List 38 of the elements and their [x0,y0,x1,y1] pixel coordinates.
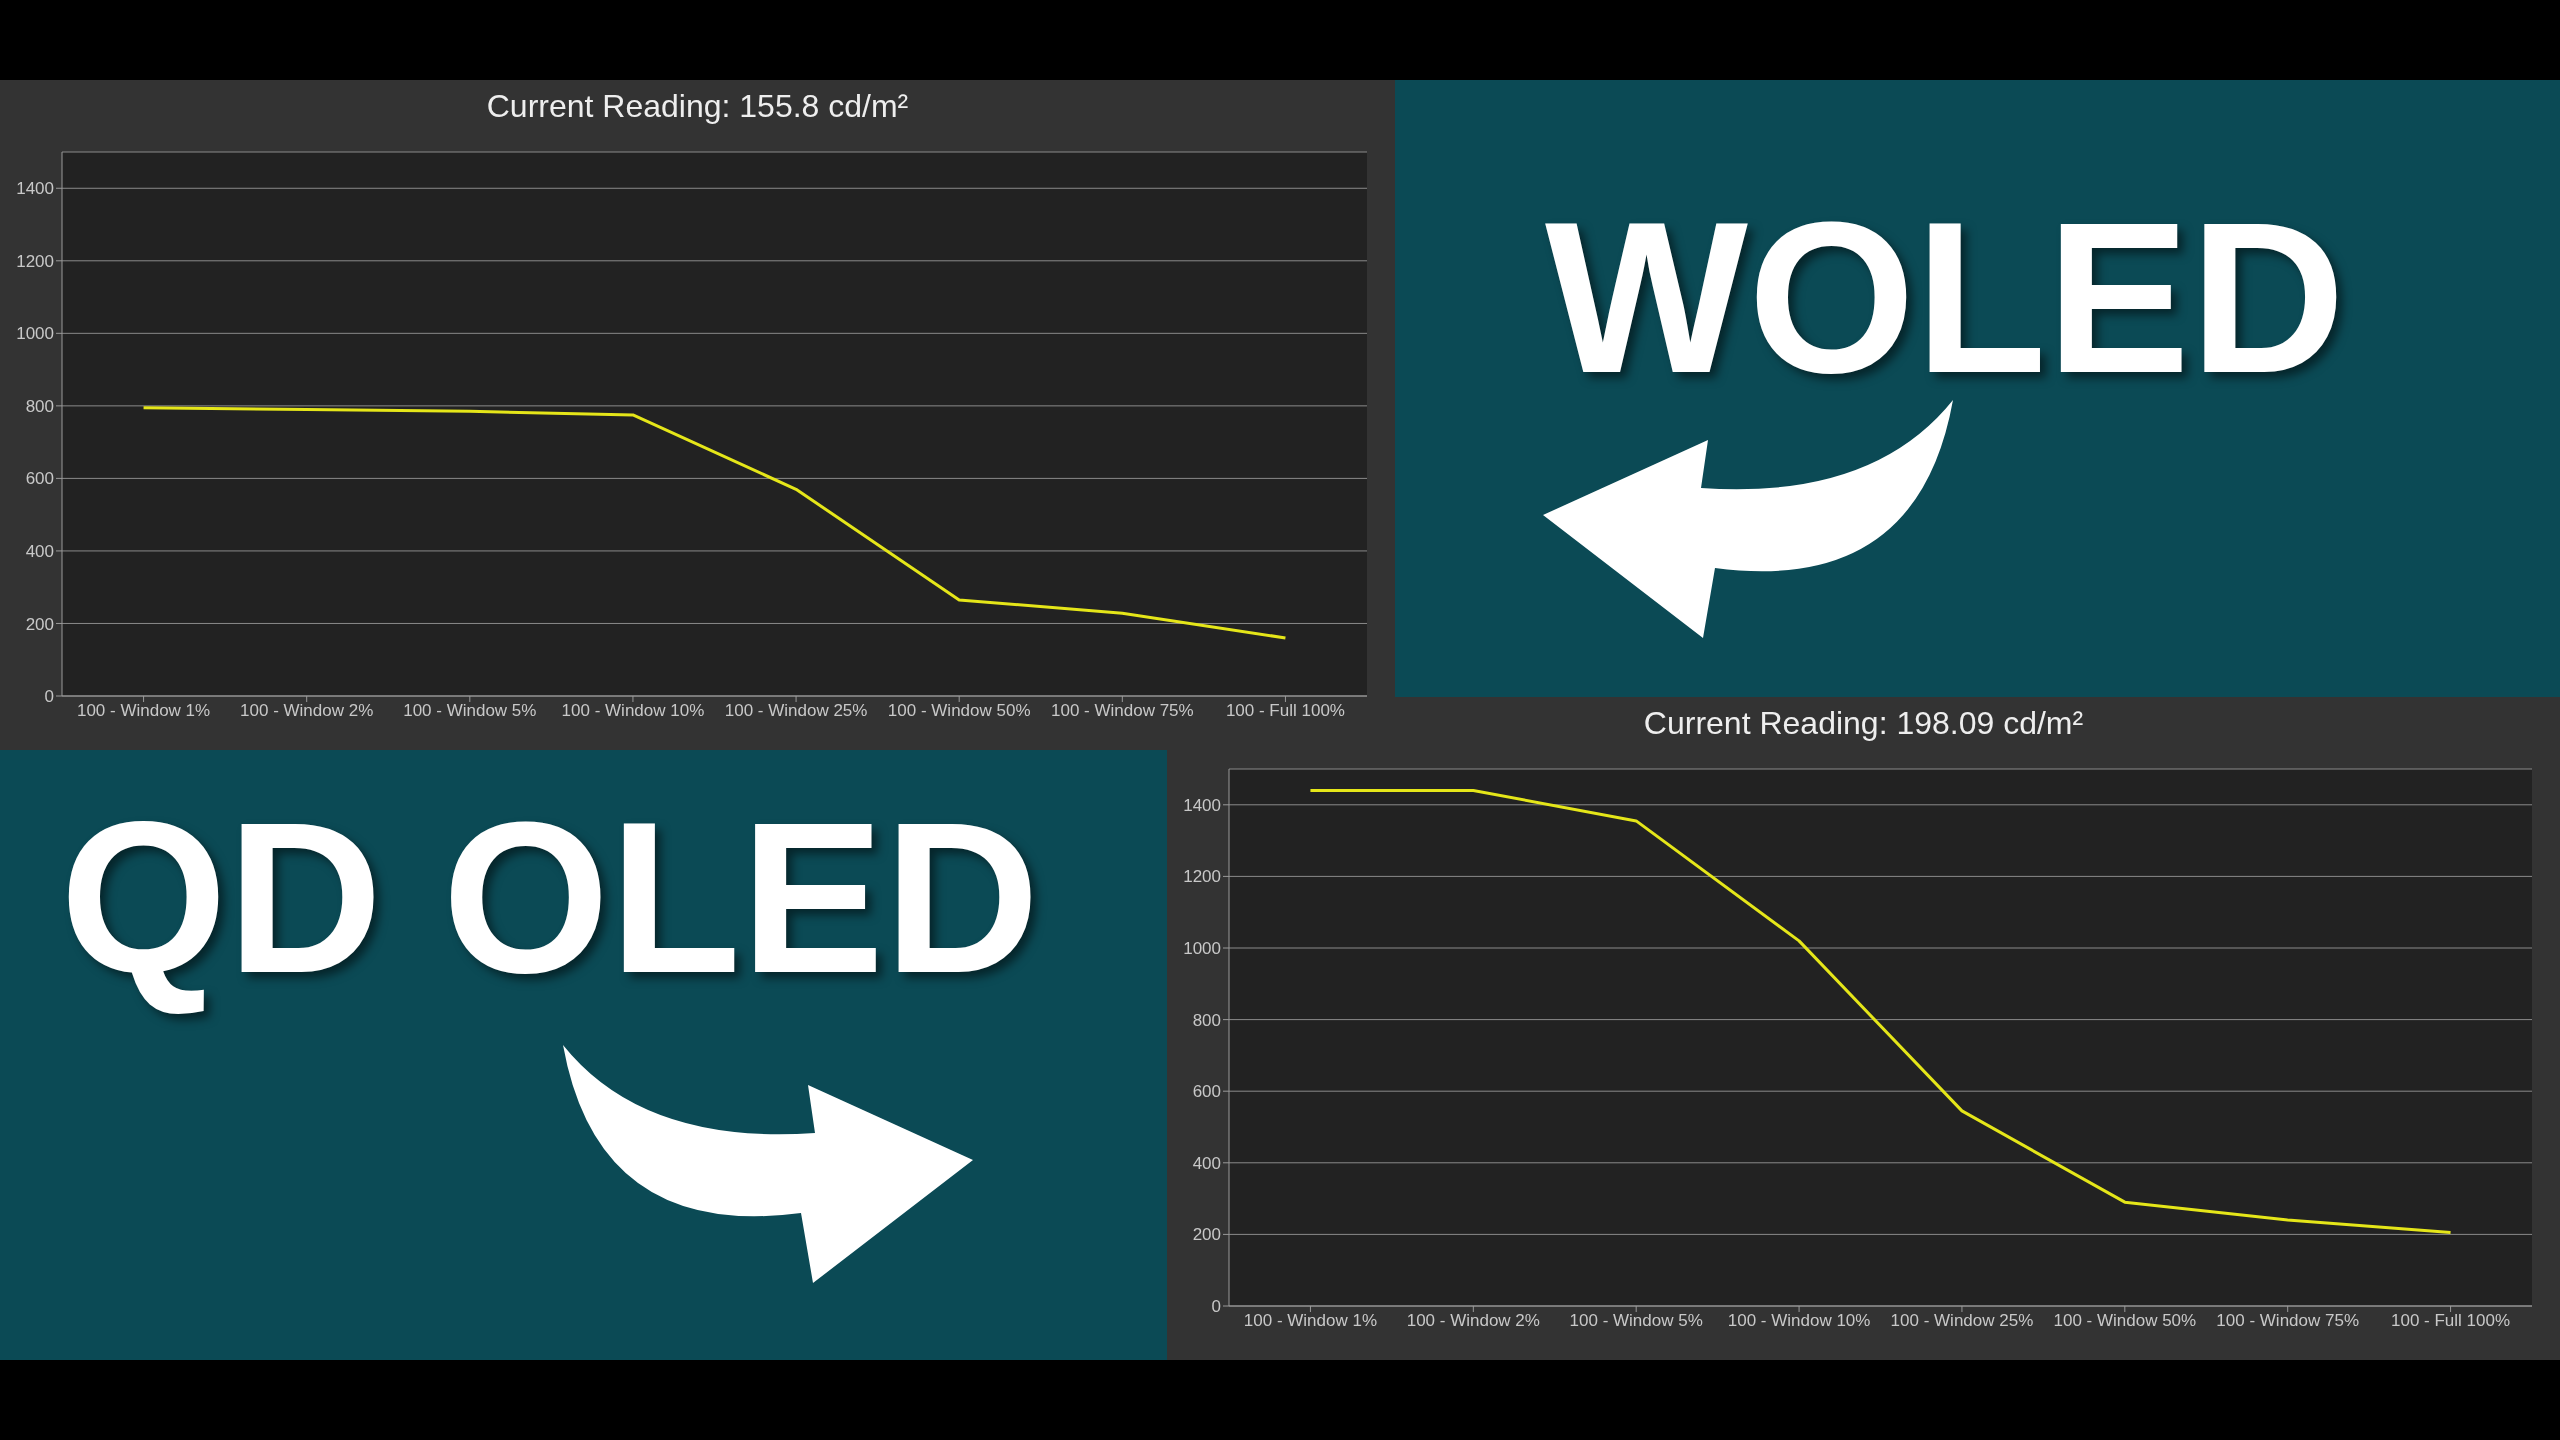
line-series [142,406,1287,640]
x-tick-label: 100 - Window 2% [1406,1311,1540,1331]
y-tick-label: 800 [25,396,54,416]
chart-title: Current Reading: 198.09 cd/m² [1643,705,2084,741]
x-tick-label: 100 - Window 10% [1727,1311,1871,1331]
x-tick-label: 100 - Window 1% [76,701,211,721]
y-tick-label: 600 [1192,1082,1221,1102]
x-tick-label: 100 - Window 75% [2216,1311,2360,1331]
line-series [1308,788,2453,1235]
y-tick-label: 0 [44,687,54,707]
x-tick-label: 100 - Window 1% [1243,1311,1378,1331]
y-tick-label: 800 [1192,1010,1221,1030]
text: QD OLED [60,777,1040,1018]
x-tick-label: 100 - Window 25% [1890,1311,2034,1331]
x-tick-label: 100 - Window 50% [2053,1311,2197,1331]
text: WOLED [1545,177,2346,418]
y-tick-label: 1200 [16,251,54,271]
y-tick-label: 0 [1211,1297,1221,1317]
x-tick-label: 100 - Window 2% [240,701,374,721]
y-tick-label: 1000 [16,324,54,344]
x-tick-label: 100 - Window 5% [403,701,537,721]
y-tick-label: 1000 [1183,939,1221,959]
x-tick-label: 100 - Window 10% [561,701,705,721]
x-tick-label: 100 - Window 25% [724,701,868,721]
x-tick-label: 100 - Window 75% [1050,701,1194,721]
x-tick-label: 100 - Window 5% [1569,1311,1703,1331]
x-tick-label: 100 - Window 50% [887,701,1031,721]
y-tick-label: 1400 [16,179,54,199]
y-tick-label: 1200 [1183,867,1221,887]
y-tick-label: 400 [1192,1153,1221,1173]
x-tick-label: 100 - Full 100% [1225,701,1345,721]
y-tick-label: 200 [25,614,54,634]
y-tick-label: 600 [25,469,54,489]
x-tick-label: 100 - Full 100% [2391,1311,2511,1331]
y-tick-label: 1400 [1183,795,1221,815]
y-tick-label: 400 [25,541,54,561]
chart-title: Current Reading: 155.8 cd/m² [486,88,909,124]
y-tick-label: 200 [1192,1225,1221,1245]
